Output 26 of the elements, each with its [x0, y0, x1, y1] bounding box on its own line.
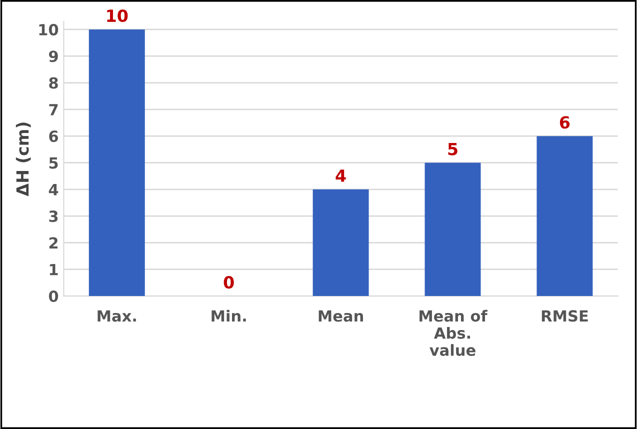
y-axis-title: ΔH (cm)	[16, 122, 31, 196]
bar	[536, 136, 593, 296]
data-label: 6	[560, 116, 570, 129]
y-tick-label: 7	[49, 104, 58, 116]
data-label: 0	[224, 276, 234, 289]
y-tick-label: 10	[39, 24, 58, 36]
bar	[312, 189, 369, 296]
data-label: 10	[107, 9, 128, 22]
y-tick-label: 5	[49, 157, 58, 169]
x-tick-label: Min.	[212, 310, 246, 322]
x-tick-label: RMSE	[542, 310, 588, 322]
y-tick-label: 9	[49, 50, 58, 62]
data-label: 4	[336, 170, 346, 182]
x-tick-label: Mean	[318, 310, 363, 322]
y-tick-label: 0	[48, 290, 58, 302]
x-tick-label: Max.	[98, 310, 136, 322]
y-tick-label: 4	[48, 184, 58, 196]
bar	[424, 162, 481, 296]
y-tick-label: 2	[49, 237, 58, 248]
y-tick-label: 1	[50, 264, 58, 276]
bar	[88, 29, 145, 296]
y-tick-label: 3	[49, 210, 58, 222]
y-tick-label: 6	[49, 130, 58, 142]
x-tick-label: Mean of Abs. value	[420, 310, 488, 356]
data-label: 5	[448, 142, 458, 156]
y-tick-label: 8	[49, 77, 58, 89]
